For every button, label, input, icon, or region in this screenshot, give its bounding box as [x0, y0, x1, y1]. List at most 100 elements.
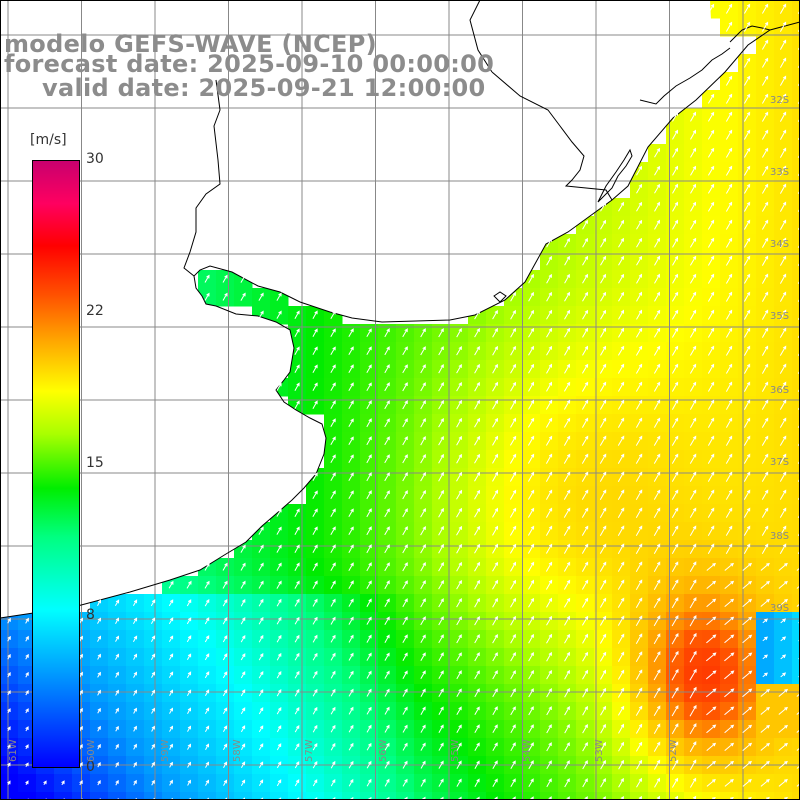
wind-arrow: [761, 507, 769, 518]
wind-arrow: [671, 632, 679, 645]
field-cell: [54, 792, 73, 800]
lat-label-33s: 33S: [770, 167, 790, 178]
wind-arrow: [438, 598, 444, 608]
wind-arrow: [743, 399, 751, 410]
wind-arrow: [312, 670, 318, 679]
wind-arrow: [97, 671, 101, 678]
wind-arrow: [456, 525, 463, 536]
wind-arrow: [312, 562, 318, 571]
wind-arrow: [761, 93, 769, 104]
field-cell: [792, 126, 800, 145]
wind-arrow: [97, 689, 101, 696]
wind-arrow: [510, 345, 516, 356]
lon-label-61w: 61W: [8, 739, 19, 762]
wind-arrow: [546, 670, 552, 680]
wind-arrow: [761, 435, 769, 446]
wind-arrow: [743, 201, 751, 212]
wind-arrow: [545, 579, 553, 590]
wind-arrow: [240, 292, 246, 301]
wind-arrow: [724, 652, 735, 662]
field-cell: [792, 90, 800, 109]
wind-arrow: [204, 598, 210, 607]
wind-arrow: [258, 292, 264, 301]
wind-arrow: [761, 75, 769, 86]
field-cell: [90, 792, 109, 800]
wind-arrow: [474, 543, 481, 554]
wind-arrow: [187, 779, 191, 786]
colorbar-tick-15: 15: [86, 455, 104, 471]
wind-arrow: [366, 706, 372, 715]
wind-arrow: [617, 561, 625, 572]
wind-arrow: [330, 328, 336, 337]
wind-arrow: [761, 525, 769, 536]
wind-arrow: [546, 633, 553, 644]
model-title: modelo GEFS-WAVE (NCEP): [4, 30, 377, 58]
field-cell: [792, 288, 800, 307]
field-cell: [792, 684, 800, 703]
wind-arrow: [671, 705, 679, 717]
wind-arrow: [742, 634, 753, 644]
wind-arrow: [474, 525, 481, 536]
wind-arrow: [474, 688, 480, 698]
wind-arrow: [330, 742, 336, 751]
wind-arrow: [43, 780, 47, 786]
wind-arrow: [258, 310, 264, 319]
wind-arrow: [546, 724, 552, 734]
wind-arrow: [187, 743, 192, 750]
wind-arrow: [779, 543, 787, 554]
lagoon-mirim: [597, 148, 633, 203]
wind-arrow: [653, 507, 661, 518]
wind-arrow: [635, 579, 643, 590]
wind-arrow: [760, 724, 771, 733]
wind-arrow: [348, 760, 354, 769]
wind-arrow: [330, 670, 336, 679]
wind-arrow: [796, 729, 800, 733]
wind-arrow: [636, 165, 643, 176]
wind-arrow: [402, 382, 408, 392]
wind-arrow: [762, 654, 769, 660]
wind-arrow: [456, 670, 462, 680]
wind-arrow: [600, 760, 606, 770]
wind-arrow: [743, 75, 751, 86]
wind-arrow: [760, 742, 771, 751]
wind-arrow: [240, 761, 246, 769]
wind-arrow: [779, 201, 787, 212]
wind-arrow: [546, 687, 552, 698]
wind-arrow: [705, 688, 717, 698]
wind-arrow: [384, 328, 390, 338]
wind-arrow: [671, 615, 679, 627]
wind-arrow: [707, 291, 715, 302]
wind-arrow: [330, 400, 336, 410]
wind-arrow: [474, 706, 480, 716]
wind-arrow: [492, 327, 498, 338]
wind-arrow: [725, 255, 733, 266]
wind-arrow: [653, 309, 661, 320]
wind-arrow: [743, 291, 751, 302]
wind-arrow: [510, 561, 516, 572]
wind-arrow: [707, 471, 715, 482]
wind-arrow: [707, 183, 715, 194]
wind-arrow: [635, 633, 643, 645]
wind-arrow: [636, 219, 643, 230]
wind-arrow: [779, 75, 787, 86]
wind-arrow: [689, 632, 697, 645]
wind-arrow: [600, 777, 606, 788]
wind-arrow: [743, 507, 751, 518]
wind-arrow: [564, 742, 570, 752]
wind-arrow: [671, 399, 679, 410]
wind-arrow: [724, 724, 735, 734]
wind-arrow: [420, 670, 426, 680]
wind-arrow: [653, 399, 661, 410]
wind-arrow: [420, 742, 426, 751]
wind-arrow: [456, 327, 462, 338]
wind-arrow: [258, 689, 264, 697]
wind-arrow: [456, 706, 462, 716]
wind-arrow: [474, 399, 480, 410]
wind-arrow: [671, 650, 679, 663]
wind-arrow: [312, 544, 318, 553]
wind-arrow: [456, 399, 462, 410]
field-cell: [612, 792, 631, 800]
wind-arrow: [384, 634, 390, 643]
wind-arrow: [545, 435, 553, 446]
field-cell: [774, 792, 793, 800]
